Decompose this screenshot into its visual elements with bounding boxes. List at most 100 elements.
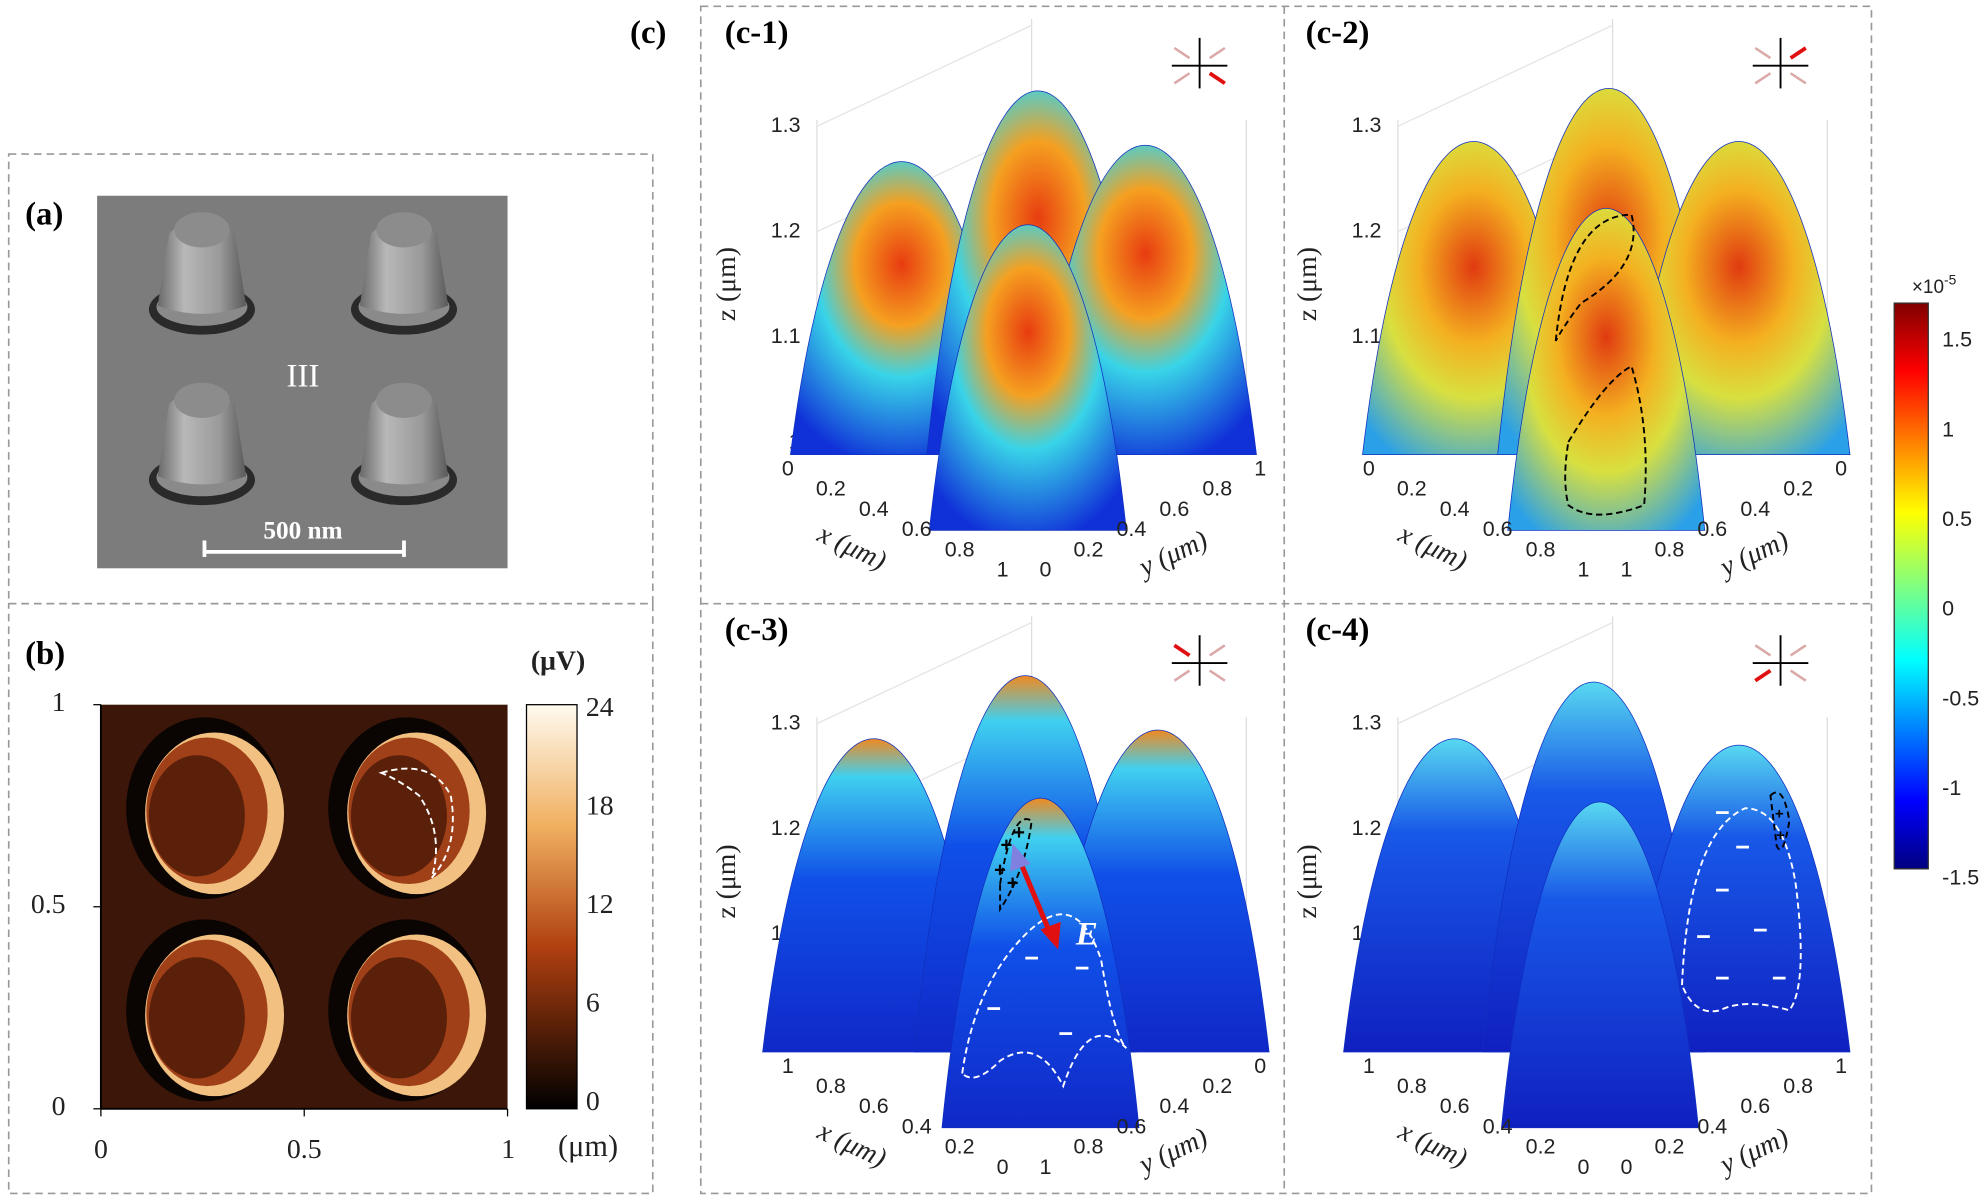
colorbar-tick-label: 0 bbox=[586, 1086, 600, 1117]
y-tick-label: 0.2 bbox=[1783, 477, 1813, 501]
charge-sign: − bbox=[1696, 923, 1711, 951]
y-tick-label: 0.6 bbox=[1117, 1114, 1147, 1138]
ring-core bbox=[148, 755, 245, 877]
dashed-outline bbox=[999, 818, 1033, 913]
z-tick-label: 1.1 bbox=[1352, 324, 1382, 348]
dashed-outline bbox=[1554, 213, 1635, 342]
subpanel-label: (c-2) bbox=[1306, 15, 1370, 51]
icon-arrow bbox=[1789, 644, 1807, 657]
icon-arrow bbox=[1209, 669, 1226, 682]
x-tick-label: 0.2 bbox=[945, 1135, 975, 1159]
surface bbox=[928, 224, 1127, 531]
z-tick-label: 1.3 bbox=[1352, 113, 1382, 137]
scale-bar-label: 500 nm bbox=[263, 517, 342, 545]
colorbar-tick-label: 12 bbox=[586, 889, 614, 920]
charge-sign: − bbox=[1735, 833, 1750, 861]
icon-arrow bbox=[1173, 72, 1191, 85]
x-tick-label: 0.6 bbox=[1440, 1094, 1470, 1118]
y-tick-label: 0 bbox=[1620, 1155, 1632, 1179]
panel-c-border bbox=[699, 5, 1873, 1195]
y-tick-label: 0 bbox=[1254, 1054, 1266, 1078]
x-tick-label: 1 bbox=[997, 557, 1009, 581]
y-tick-label: 0.8 bbox=[1202, 477, 1232, 501]
colorbar-exponent: ×10-5 bbox=[1912, 271, 1957, 298]
charge-sign: − bbox=[1058, 1020, 1073, 1048]
x-tick-label: 0.2 bbox=[1526, 1135, 1556, 1159]
icon-arrow bbox=[1754, 72, 1772, 85]
colorbar-tick-label: -0.5 bbox=[1942, 686, 1979, 710]
x-tick-label: 0 bbox=[94, 1134, 108, 1165]
field-label: E bbox=[1075, 917, 1098, 953]
dashed-outline bbox=[1769, 791, 1791, 851]
charge-sign: + bbox=[1776, 827, 1785, 844]
x-tick-label: 0.8 bbox=[816, 1074, 846, 1098]
grid-line bbox=[1397, 622, 1613, 725]
charge-sign: + bbox=[994, 860, 1006, 882]
x-axis-label: x (μm) bbox=[1393, 518, 1472, 577]
pillar bbox=[157, 388, 247, 485]
y-tick-label: 0.6 bbox=[1159, 497, 1189, 521]
z-tick-label: 1.2 bbox=[771, 816, 801, 840]
colorbar-tick-label: 6 bbox=[586, 988, 600, 1019]
colorbar-tick-label: -1.5 bbox=[1942, 866, 1979, 890]
colorbar bbox=[1893, 302, 1929, 870]
y-tick-label: 0.2 bbox=[1654, 1135, 1684, 1159]
z-axis-label: z (μm) bbox=[711, 247, 742, 321]
icon-arrow bbox=[1209, 644, 1226, 657]
x-tick-label: 0.4 bbox=[859, 497, 889, 521]
surface bbox=[941, 797, 1140, 1129]
charge-sign: − bbox=[986, 995, 1001, 1023]
field-arrowhead bbox=[1010, 843, 1031, 872]
charge-sign: − bbox=[1715, 965, 1730, 993]
pillar-top bbox=[376, 212, 432, 248]
icon-arrow bbox=[1754, 644, 1772, 657]
y-tick-label: 0.8 bbox=[1074, 1135, 1104, 1159]
ring-core bbox=[350, 957, 447, 1079]
x-tick-label: 0.4 bbox=[1440, 497, 1470, 521]
exponent-base: ×10 bbox=[1912, 277, 1944, 298]
subpanel-label: (c-3) bbox=[725, 612, 789, 648]
y-tick-label: 1 bbox=[1620, 557, 1632, 581]
charge-sign: − bbox=[1715, 799, 1730, 827]
z-tick-label: 1.2 bbox=[1352, 218, 1382, 242]
charge-sign: − bbox=[1772, 965, 1787, 993]
icon-arrow bbox=[1173, 643, 1191, 658]
x-tick-label: 0.2 bbox=[1397, 477, 1427, 501]
charge-sign: + bbox=[1000, 834, 1012, 856]
y-tick-label: 1 bbox=[1835, 1054, 1847, 1078]
y-tick-label: 0.6 bbox=[1740, 1094, 1770, 1118]
pillar-top bbox=[174, 212, 230, 248]
y-tick-label: 0 bbox=[52, 1091, 66, 1122]
icon-arrow bbox=[1789, 669, 1807, 682]
x-tick-label: 0.6 bbox=[902, 517, 932, 541]
charge-sign: + bbox=[1007, 872, 1019, 894]
dashed-outline bbox=[1564, 364, 1647, 516]
z-tick-label: 1.3 bbox=[771, 113, 801, 137]
x-axis-label: x (μm) bbox=[812, 518, 891, 577]
ring-core bbox=[350, 755, 447, 877]
x-axis-label: x (μm) bbox=[812, 1115, 891, 1174]
surface bbox=[1507, 208, 1706, 531]
y-tick-label: 0.8 bbox=[1783, 1074, 1813, 1098]
region-label: III bbox=[287, 358, 320, 394]
charge-sign: + bbox=[1775, 806, 1784, 823]
grid-line bbox=[816, 24, 1032, 127]
y-tick-label: 0.6 bbox=[1697, 517, 1727, 541]
y-tick-label: 1 bbox=[1040, 1155, 1052, 1179]
colorbar-tick-label: 24 bbox=[586, 692, 614, 723]
panel-label: (b) bbox=[25, 636, 65, 672]
y-tick-label: 0.5 bbox=[31, 889, 66, 920]
y-tick-label: 0.4 bbox=[1159, 1094, 1189, 1118]
colorbar-tick-label: 1.5 bbox=[1942, 328, 1972, 352]
x-tick-label: 0.8 bbox=[1397, 1074, 1427, 1098]
subpanels: (c-1) 1.3 1.2 1.1 1 z (μm) 0 0.2 0.4 0.6 0.8 1 0 0.2 0… bbox=[711, 15, 1851, 1182]
ring-core bbox=[148, 957, 245, 1079]
x-tick-label: 0.6 bbox=[859, 1094, 889, 1118]
z-axis-label: z (μm) bbox=[1292, 844, 1323, 918]
grid-line bbox=[1397, 24, 1613, 127]
x-unit: (μm) bbox=[558, 1129, 618, 1163]
colorbar-tick-label: 1 bbox=[1942, 417, 1954, 441]
colorbar-tick-label: -1 bbox=[1942, 776, 1961, 800]
field-arrow bbox=[1016, 857, 1053, 936]
charge-sign: − bbox=[1753, 917, 1768, 945]
